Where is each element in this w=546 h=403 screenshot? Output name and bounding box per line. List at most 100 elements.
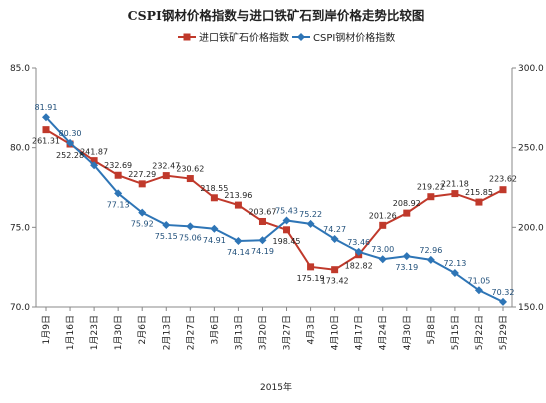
data-point xyxy=(42,113,50,122)
data-label: 73.19 xyxy=(395,263,418,272)
data-label: 175.19 xyxy=(297,274,325,283)
x-tick-label: 5月29日 xyxy=(498,315,509,350)
y-right-tick-label: 150.0 xyxy=(518,303,544,313)
data-point xyxy=(210,224,219,233)
data-label: 75.92 xyxy=(131,220,154,229)
data-point xyxy=(186,222,195,231)
data-label: 70.32 xyxy=(492,288,515,297)
data-point xyxy=(138,208,147,217)
x-tick-label: 4月24日 xyxy=(378,315,389,350)
data-point xyxy=(42,126,50,134)
data-point xyxy=(402,252,411,261)
data-label: 223.62 xyxy=(489,175,517,184)
x-tick-label: 5月8日 xyxy=(426,315,437,344)
data-label: 227.29 xyxy=(128,170,156,179)
data-point xyxy=(282,216,291,225)
x-tick-label: 1月23日 xyxy=(89,315,100,350)
data-point xyxy=(474,286,483,295)
y-left-tick-label: 75.0 xyxy=(10,223,30,233)
data-label: 75.06 xyxy=(179,233,202,242)
data-label: 74.91 xyxy=(203,236,226,245)
data-label: 75.22 xyxy=(299,210,322,219)
data-label: 208.92 xyxy=(393,199,421,208)
x-tick-label: 3月13日 xyxy=(233,315,244,350)
legend-label-cspi: CSPI钢材价格指数 xyxy=(313,31,395,44)
data-label: 74.14 xyxy=(227,248,250,257)
series-cspi xyxy=(42,113,507,306)
data-label: 173.42 xyxy=(321,277,349,286)
x-tick-label: 4月10日 xyxy=(330,315,341,350)
data-point xyxy=(90,157,98,165)
data-label: 232.69 xyxy=(104,161,132,170)
data-point xyxy=(138,180,146,188)
data-point xyxy=(234,237,243,246)
data-point xyxy=(450,269,459,278)
data-point xyxy=(354,247,363,256)
data-label: 74.27 xyxy=(323,225,346,234)
data-label: 75.43 xyxy=(275,206,298,215)
data-point xyxy=(283,226,291,234)
data-point xyxy=(306,219,315,228)
data-label: 230.62 xyxy=(176,165,204,174)
x-tick-label: 1月16日 xyxy=(65,315,76,350)
legend-item-cspi: CSPI钢材价格指数 xyxy=(292,31,395,44)
chart-title: CSPI钢材价格指数与进口铁矿石到岸价格走势比较图 xyxy=(128,8,425,23)
series-ore xyxy=(42,126,507,274)
y-left-tick-label: 80.0 xyxy=(10,144,30,154)
data-label: 77.13 xyxy=(107,200,130,209)
data-label: 73.00 xyxy=(371,245,394,254)
data-label: 213.96 xyxy=(224,191,252,200)
data-point xyxy=(210,194,218,202)
data-label: 232.47 xyxy=(152,162,180,171)
data-point xyxy=(426,255,435,264)
x-tick-label: 3月27日 xyxy=(282,315,293,350)
data-label: 72.96 xyxy=(419,246,442,255)
data-point xyxy=(162,220,171,229)
data-label: 221.18 xyxy=(441,180,469,189)
data-point xyxy=(307,263,315,271)
data-label: 241.87 xyxy=(80,148,108,157)
x-tick-label: 1月30日 xyxy=(113,315,124,350)
data-label: 74.19 xyxy=(251,247,274,256)
x-tick-label: 3月6日 xyxy=(209,315,220,344)
data-label: 81.91 xyxy=(35,103,58,112)
data-label: 71.05 xyxy=(467,276,490,285)
data-point xyxy=(114,189,123,198)
axes: 70.0 75.0 80.0 85.0 150.0 200.0 250.0 300.0 1月9日… xyxy=(10,64,544,350)
data-point xyxy=(403,209,411,217)
data-label: 198.45 xyxy=(273,237,301,246)
data-point xyxy=(379,221,387,229)
y-left-tick-label: 70.0 xyxy=(10,303,30,313)
legend-label-ore: 进口铁矿石价格指数 xyxy=(199,31,289,44)
legend: 进口铁矿石价格指数 CSPI钢材价格指数 xyxy=(178,31,395,44)
y-right-tick-label: 200.0 xyxy=(518,223,544,233)
data-label: 72.13 xyxy=(443,259,466,268)
data-point xyxy=(427,193,435,201)
series-line xyxy=(45,116,504,303)
y-left-tick-label: 85.0 xyxy=(10,64,30,74)
data-label: 182.82 xyxy=(345,262,373,271)
x-tick-label: 5月15日 xyxy=(450,315,461,350)
data-label: 201.26 xyxy=(369,211,397,220)
legend-item-ore: 进口铁矿石价格指数 xyxy=(178,31,289,44)
data-point xyxy=(162,172,170,180)
legend-marker-ore xyxy=(183,33,191,41)
data-point xyxy=(475,198,483,206)
y-right-tick-label: 300.0 xyxy=(518,64,544,74)
data-point xyxy=(66,138,75,147)
x-tick-label: 2月6日 xyxy=(137,315,148,344)
data-label: 252.28 xyxy=(56,151,84,160)
data-point xyxy=(234,201,242,209)
data-point xyxy=(330,234,339,243)
data-label: 218.55 xyxy=(200,184,228,193)
y-right-tick-label: 250.0 xyxy=(518,144,544,154)
data-label: 215.85 xyxy=(465,188,493,197)
series-line xyxy=(45,128,504,271)
data-label: 261.31 xyxy=(32,137,60,146)
data-point xyxy=(114,171,122,179)
x-tick-label: 4月30日 xyxy=(402,315,413,350)
x-tick-label: 4月3日 xyxy=(306,315,317,344)
